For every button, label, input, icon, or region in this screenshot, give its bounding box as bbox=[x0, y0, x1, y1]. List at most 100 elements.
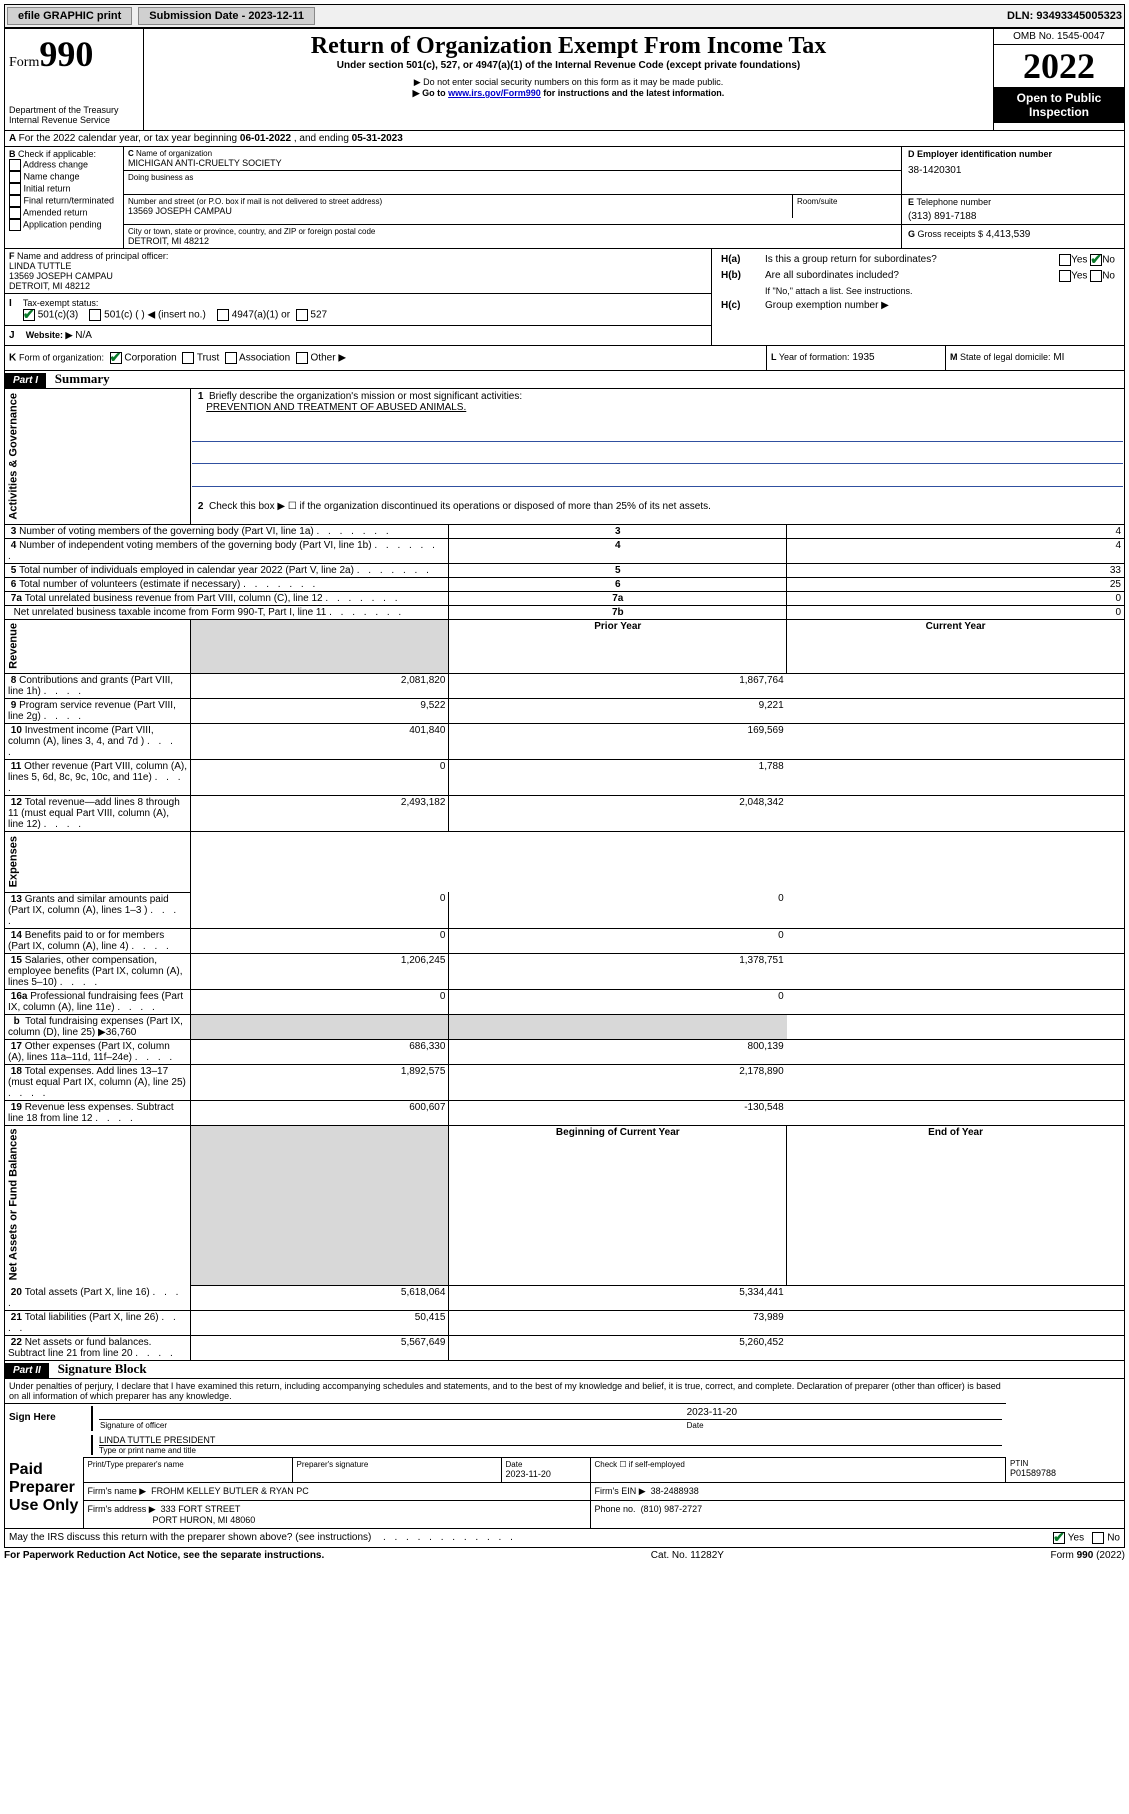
gross-receipts: 4,413,539 bbox=[986, 229, 1031, 240]
checkbox-hb-yes[interactable] bbox=[1059, 270, 1071, 282]
b-opt-pending: Application pending bbox=[9, 219, 119, 231]
officer-addr2: DETROIT, MI 48212 bbox=[9, 281, 707, 291]
part2-title: Signature Block bbox=[52, 1361, 147, 1376]
footer: For Paperwork Reduction Act Notice, see … bbox=[4, 1548, 1125, 1563]
data-row: 10 Investment income (Part VIII, column … bbox=[5, 724, 1125, 760]
data-row: 11 Other revenue (Part VIII, column (A),… bbox=[5, 760, 1125, 796]
part2-table: Part II Signature Block Under penalties … bbox=[4, 1361, 1125, 1529]
data-row: 14 Benefits paid to or for members (Part… bbox=[5, 928, 1125, 953]
checkbox-other[interactable] bbox=[296, 352, 308, 364]
f-h-block: F Name and address of principal officer:… bbox=[4, 249, 1125, 346]
checkbox-527[interactable] bbox=[296, 309, 308, 321]
h-a-text: Is this a group return for subordinates? bbox=[764, 253, 1012, 267]
prep-date-label: Date bbox=[506, 1460, 586, 1469]
form990-link[interactable]: www.irs.gov/Form990 bbox=[448, 88, 541, 98]
declaration: Under penalties of perjury, I declare th… bbox=[5, 1378, 1006, 1403]
i-4947: 4947(a)(1) or bbox=[232, 310, 290, 321]
footer-left: For Paperwork Reduction Act Notice, see … bbox=[4, 1550, 324, 1561]
phone-value: (313) 891-7188 bbox=[908, 211, 1118, 222]
line16b-text: Total fundraising expenses (Part IX, col… bbox=[8, 1016, 183, 1038]
checkbox-4947[interactable] bbox=[217, 309, 229, 321]
checkbox-corp[interactable] bbox=[110, 352, 122, 364]
f-label: F Name and address of principal officer: bbox=[9, 251, 707, 261]
checkbox-ha-no[interactable] bbox=[1090, 254, 1102, 266]
b-check-label: Check if applicable: bbox=[18, 149, 96, 159]
checkbox-application-pending[interactable] bbox=[9, 219, 21, 231]
h-b-label: H(b) bbox=[720, 269, 762, 283]
checkbox-501c[interactable] bbox=[89, 309, 101, 321]
goto-post: for instructions and the latest informat… bbox=[541, 88, 725, 98]
data-row: 21 Total liabilities (Part X, line 26) .… bbox=[5, 1310, 1125, 1335]
data-row: 18 Total expenses. Add lines 13–17 (must… bbox=[5, 1064, 1125, 1100]
data-row: 22 Net assets or fund balances. Subtract… bbox=[5, 1335, 1125, 1360]
entity-block: B Check if applicable: Address change Na… bbox=[4, 147, 1125, 249]
irs-label: Internal Revenue Service bbox=[9, 115, 139, 126]
k-label: K bbox=[9, 353, 19, 364]
checkbox-501c3[interactable] bbox=[23, 309, 35, 321]
j-text: Website: ▶ bbox=[26, 330, 73, 340]
part1-table: Part I Summary Activities & Governance 1… bbox=[4, 371, 1125, 1361]
checkbox-final-return[interactable] bbox=[9, 195, 21, 207]
data-row: 15 Salaries, other compensation, employe… bbox=[5, 953, 1125, 989]
mission-text: PREVENTION AND TREATMENT OF ABUSED ANIMA… bbox=[206, 402, 466, 413]
checkbox-discuss-no[interactable] bbox=[1092, 1532, 1104, 1544]
officer-name: LINDA TUTTLE bbox=[9, 261, 707, 271]
m-value: MI bbox=[1053, 352, 1064, 363]
omb-number: OMB No. 1545-0047 bbox=[994, 29, 1124, 45]
k-text: Form of organization: bbox=[19, 353, 104, 363]
col-current: Current Year bbox=[787, 619, 1125, 674]
checkbox-discuss-yes[interactable] bbox=[1053, 1532, 1065, 1544]
firm-ein-label: Firm's EIN ▶ bbox=[595, 1486, 646, 1496]
gov-row: 7a Total unrelated business revenue from… bbox=[5, 591, 1125, 605]
subtitle-3: ▶ Go to www.irs.gov/Form990 for instruct… bbox=[148, 88, 989, 99]
firm-phone-value: (810) 987-2727 bbox=[641, 1504, 703, 1514]
line2-num: 2 bbox=[195, 501, 206, 512]
gov-row: 3 Number of voting members of the govern… bbox=[5, 524, 1125, 538]
checkbox-initial-return[interactable] bbox=[9, 183, 21, 195]
checkbox-amended-return[interactable] bbox=[9, 207, 21, 219]
firm-name-value: FROHM KELLEY BUTLER & RYAN PC bbox=[151, 1486, 309, 1496]
k-corp: Corporation bbox=[124, 353, 176, 364]
firm-ein-value: 38-2488938 bbox=[651, 1486, 699, 1496]
j-label: J bbox=[9, 330, 23, 341]
checkbox-trust[interactable] bbox=[182, 352, 194, 364]
line16b-val: 36,760 bbox=[106, 1027, 137, 1038]
gov-row: 4 Number of independent voting members o… bbox=[5, 538, 1125, 563]
website-value: N/A bbox=[75, 330, 92, 341]
line16b-prior bbox=[191, 1014, 449, 1039]
firm-addr1: 333 FORT STREET bbox=[161, 1504, 241, 1514]
section-revenue: Revenue bbox=[5, 619, 191, 674]
firm-phone-label: Phone no. bbox=[595, 1504, 636, 1514]
form-title: Return of Organization Exempt From Incom… bbox=[148, 33, 989, 60]
checkbox-assoc[interactable] bbox=[225, 352, 237, 364]
prep-name-value bbox=[88, 1469, 288, 1480]
checkbox-name-change[interactable] bbox=[9, 171, 21, 183]
a-mid: , and ending bbox=[291, 133, 352, 144]
dba-label: Doing business as bbox=[128, 173, 897, 182]
h-a-label: H(a) bbox=[720, 253, 762, 267]
m-text: State of legal domicile: bbox=[960, 352, 1051, 362]
checkbox-address-change[interactable] bbox=[9, 159, 21, 171]
efile-print-button[interactable]: efile GRAPHIC print bbox=[7, 7, 132, 25]
firm-addr-label: Firm's address ▶ bbox=[88, 1504, 156, 1514]
k-l-m-block: K Form of organization: Corporation Trus… bbox=[4, 346, 1125, 371]
officer-printed: LINDA TUTTLE PRESIDENT bbox=[99, 1435, 1002, 1446]
e-label: E Telephone number bbox=[908, 197, 1118, 207]
checkbox-ha-yes[interactable] bbox=[1059, 254, 1071, 266]
i-label: I bbox=[9, 298, 20, 309]
prep-sig-label: Preparer's signature bbox=[297, 1460, 497, 1469]
discuss-answer: Yes No bbox=[1053, 1532, 1120, 1544]
blank-header-2 bbox=[191, 1125, 449, 1285]
checkbox-hb-no[interactable] bbox=[1090, 270, 1102, 282]
b-opt-name: Name change bbox=[9, 171, 119, 183]
paid-preparer-label: Paid Preparer Use Only bbox=[5, 1457, 84, 1528]
dept-treasury: Department of the Treasury bbox=[9, 105, 139, 115]
h-c-text: Group exemption number ▶ bbox=[764, 299, 1116, 312]
tax-year: 2022 bbox=[1023, 46, 1095, 86]
officer-sub: Type or print name and title bbox=[99, 1446, 1002, 1455]
submission-date-button[interactable]: Submission Date - 2023-12-11 bbox=[138, 7, 315, 25]
prep-date-value: 2023-11-20 bbox=[506, 1469, 586, 1479]
sig-line[interactable] bbox=[99, 1406, 686, 1420]
mission-blank-3 bbox=[192, 474, 1123, 487]
d-label: D Employer identification number bbox=[908, 149, 1118, 159]
